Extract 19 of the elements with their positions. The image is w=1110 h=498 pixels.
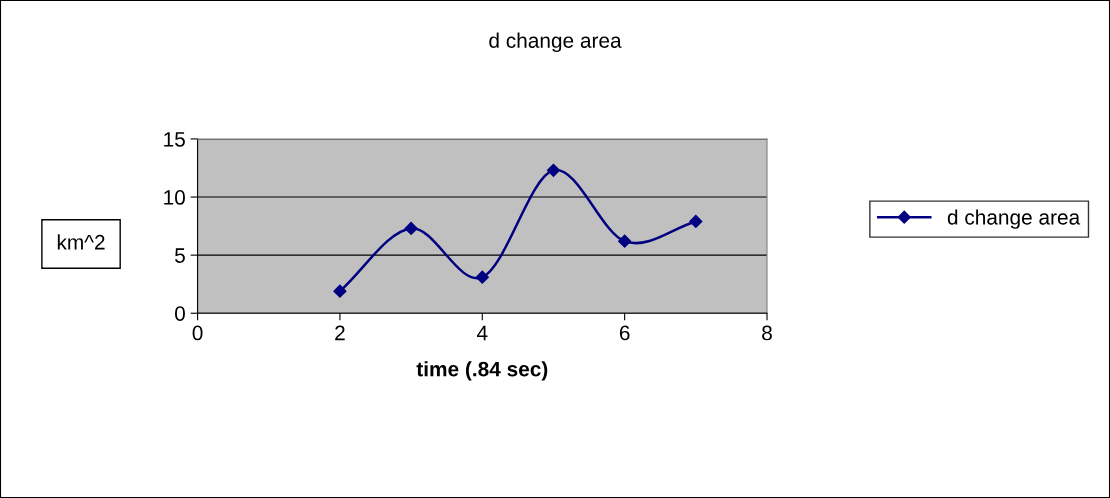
y-tick-label: 15 — [164, 132, 185, 147]
point — [475, 270, 489, 284]
x-tick-label: 2 — [335, 325, 345, 341]
x-axis-title: time (.84 sec) — [416, 361, 548, 381]
y-tick-label: 10 — [164, 190, 185, 205]
point — [546, 163, 561, 177]
point — [689, 214, 703, 229]
x-tick-label: 0 — [192, 325, 203, 341]
y-tick-label: 0 — [175, 306, 185, 321]
point — [333, 284, 347, 298]
y-tick-label: 5 — [175, 248, 185, 263]
x-tick-label: 8 — [762, 325, 772, 341]
point — [618, 234, 632, 248]
x-tick-label: 4 — [476, 325, 488, 341]
point — [404, 221, 418, 236]
legend-label: d change area — [947, 209, 1081, 229]
y-axis-title: km^2 — [57, 234, 105, 250]
x-tick-label: 6 — [619, 325, 630, 341]
chart-title: d change area — [489, 32, 622, 53]
